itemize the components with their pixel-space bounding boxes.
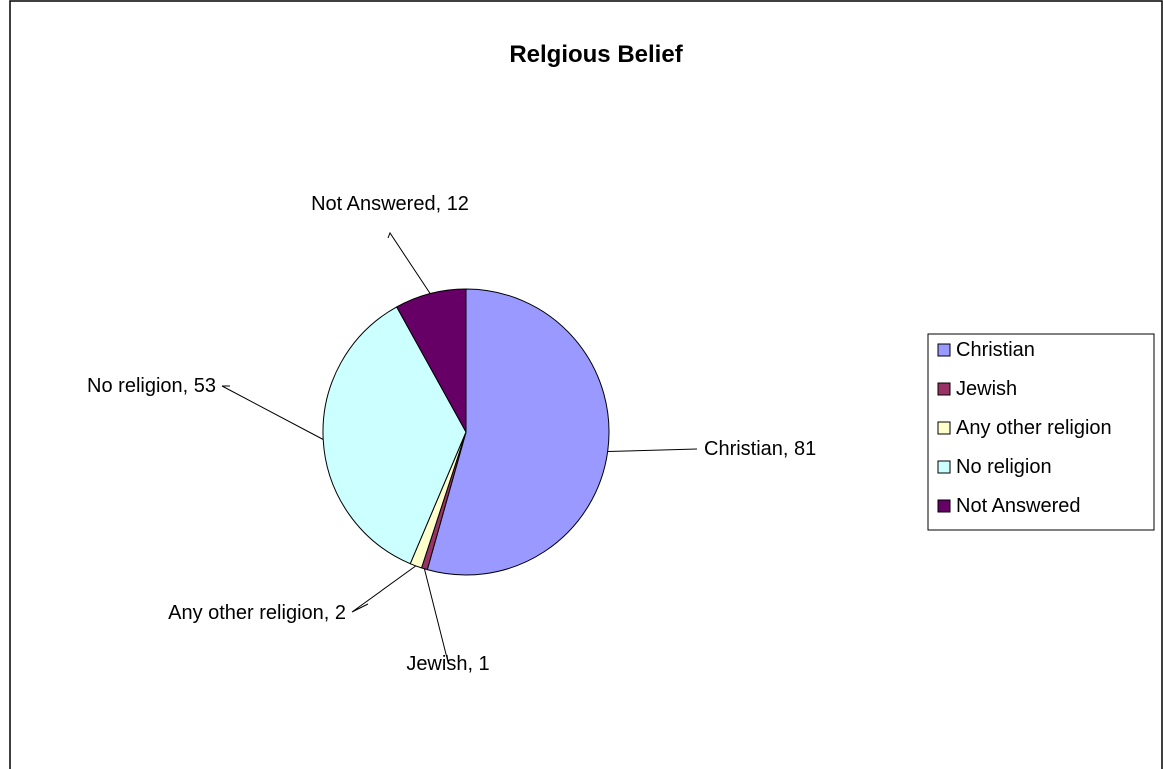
data-label-any-other-religion: Any other religion, 2 [168,602,346,624]
chart-title: Relgious Belief [509,41,683,68]
data-label-jewish: Jewish, 1 [406,653,489,675]
data-labels: Christian, 81 Jewish, 1 Any other religion… [87,193,816,675]
legend-label-not-answered: Not Answered [956,495,1081,517]
pie-slices [322,288,610,576]
leader-line-any-other-religion [351,565,417,613]
data-label-christian: Christian, 81 [704,438,816,460]
pie-slice-no-religion [322,306,467,565]
data-label-not-answered: Not Answered, 12 [311,193,469,215]
legend-label-jewish: Jewish [956,378,1017,400]
leader-line-not-answered [387,231,431,294]
leader-lines [221,231,698,663]
legend: Christian Jewish Any other religion No reli… [927,333,1155,531]
leader-line-christian [607,448,698,452]
legend-label-christian: Christian [956,339,1035,361]
legend-swatch-no-religion [937,460,951,474]
legend-label-any-other-religion: Any other religion [956,417,1112,439]
legend-swatch-christian [937,343,951,357]
data-label-no-religion: No religion, 53 [87,375,216,397]
legend-box [927,333,1155,531]
pie-slice-christian [426,288,610,576]
leader-line-no-religion [221,385,324,440]
legend-swatch-jewish [937,382,951,396]
legend-swatch-not-answered [937,499,951,513]
leader-line-jewish [423,568,449,663]
legend-label-no-religion: No religion [956,456,1052,478]
legend-swatch-any-other-religion [937,421,951,435]
